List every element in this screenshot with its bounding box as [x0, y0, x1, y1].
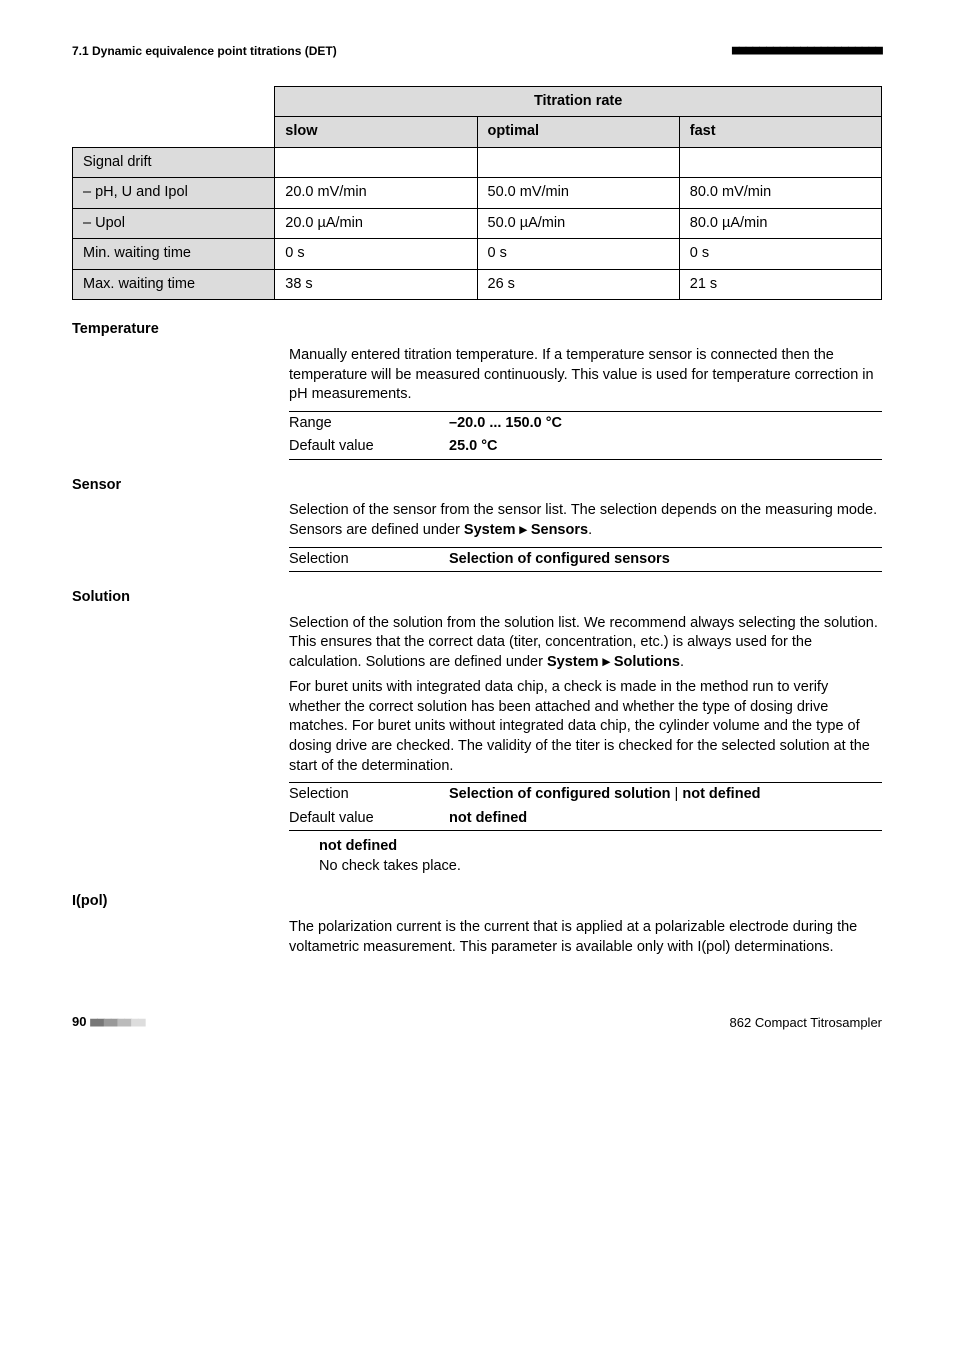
kv-key: Selection [289, 547, 449, 572]
sensor-desc-suffix: . [588, 522, 592, 538]
table-row: – pH, U and Ipol 20.0 mV/min 50.0 mV/min… [73, 178, 882, 209]
kv-value: Selection of configured sensors [449, 547, 882, 572]
table-row: Titration rate [73, 86, 882, 117]
cell [477, 147, 679, 178]
solution-sub-text: No check takes place. [319, 857, 882, 877]
cell: 21 s [679, 269, 881, 300]
kv-row: Default value not defined [289, 807, 882, 831]
kv-key: Range [289, 411, 449, 435]
table-row: Signal drift [73, 147, 882, 178]
kv-row: Range –20.0 ... 150.0 °C [289, 411, 882, 435]
page-header: 7.1 Dynamic equivalence point titrations… [72, 42, 882, 60]
temperature-desc: Manually entered titration temperature. … [289, 346, 882, 405]
table-row: Min. waiting time 0 s 0 s 0 s [73, 239, 882, 270]
row-label: – Upol [73, 208, 275, 239]
kv-key: Default value [289, 807, 449, 831]
kv-value: Selection of configured solution | not d… [449, 783, 882, 807]
kv-value: 25.0 °C [449, 435, 882, 459]
table-row: Max. waiting time 38 s 26 s 21 s [73, 269, 882, 300]
kv-row: Default value 25.0 °C [289, 435, 882, 459]
solution-para1-suffix: . [680, 654, 684, 670]
cell: 80.0 µA/min [679, 208, 881, 239]
cell: 80.0 mV/min [679, 178, 881, 209]
sensor-block: Selection of the sensor from the sensor … [289, 501, 882, 572]
kv-row: Selection Selection of configured soluti… [289, 783, 882, 807]
ipol-desc: The polarization current is the current … [289, 918, 882, 957]
temperature-kv: Range –20.0 ... 150.0 °C Default value 2… [289, 411, 882, 460]
cell: 26 s [477, 269, 679, 300]
kv-value: –20.0 ... 150.0 °C [449, 411, 882, 435]
row-label: Min. waiting time [73, 239, 275, 270]
solution-para1: Selection of the solution from the solut… [289, 614, 882, 673]
col-fast: fast [679, 117, 881, 148]
cell: 0 s [275, 239, 477, 270]
sensor-desc-bold: System ▸ Sensors [464, 522, 588, 538]
field-label-temperature: Temperature [72, 320, 882, 340]
sensor-desc: Selection of the sensor from the sensor … [289, 501, 882, 540]
cell [275, 147, 477, 178]
section-title: 7.1 Dynamic equivalence point titrations… [72, 43, 337, 59]
col-optimal: optimal [477, 117, 679, 148]
solution-kv: Selection Selection of configured soluti… [289, 782, 882, 831]
kv-value: not defined [449, 807, 882, 831]
cell [679, 147, 881, 178]
titration-rate-table: Titration rate slow optimal fast Signal … [72, 86, 882, 301]
sensor-kv: Selection Selection of configured sensor… [289, 547, 882, 573]
cell: 38 s [275, 269, 477, 300]
col-slow: slow [275, 117, 477, 148]
field-label-solution: Solution [72, 588, 882, 608]
cell: 0 s [477, 239, 679, 270]
solution-para1-bold: System ▸ Solutions [547, 654, 680, 670]
field-label-sensor: Sensor [72, 476, 882, 496]
cell: 50.0 mV/min [477, 178, 679, 209]
table-title: Titration rate [275, 86, 882, 117]
row-label: Signal drift [73, 147, 275, 178]
ipol-block: The polarization current is the current … [289, 918, 882, 957]
footer-right: 862 Compact Titrosampler [730, 1014, 882, 1032]
row-label: – pH, U and Ipol [73, 178, 275, 209]
temperature-block: Manually entered titration temperature. … [289, 346, 882, 460]
cell: 50.0 µA/min [477, 208, 679, 239]
cell: 20.0 mV/min [275, 178, 477, 209]
kv-key: Selection [289, 783, 449, 807]
cell: 0 s [679, 239, 881, 270]
page-number: 90 [72, 1014, 86, 1029]
footer-bars: ■■■■■■■■ [90, 1015, 145, 1030]
cell: 20.0 µA/min [275, 208, 477, 239]
kv-key: Default value [289, 435, 449, 459]
solution-sub-label: not defined [319, 837, 882, 857]
page-footer: 90 ■■■■■■■■ 862 Compact Titrosampler [72, 1013, 882, 1032]
field-label-ipol: I(pol) [72, 892, 882, 912]
table-row: – Upol 20.0 µA/min 50.0 µA/min 80.0 µA/m… [73, 208, 882, 239]
kv-row: Selection Selection of configured sensor… [289, 547, 882, 572]
row-label: Max. waiting time [73, 269, 275, 300]
footer-left: 90 ■■■■■■■■ [72, 1013, 145, 1032]
solution-block: Selection of the solution from the solut… [289, 614, 882, 877]
table-corner-blank [73, 86, 275, 147]
solution-para2: For buret units with integrated data chi… [289, 678, 882, 776]
page-marker-bars: ■■■■■■■■■■■■■■■■■■■■■■ [732, 42, 882, 60]
